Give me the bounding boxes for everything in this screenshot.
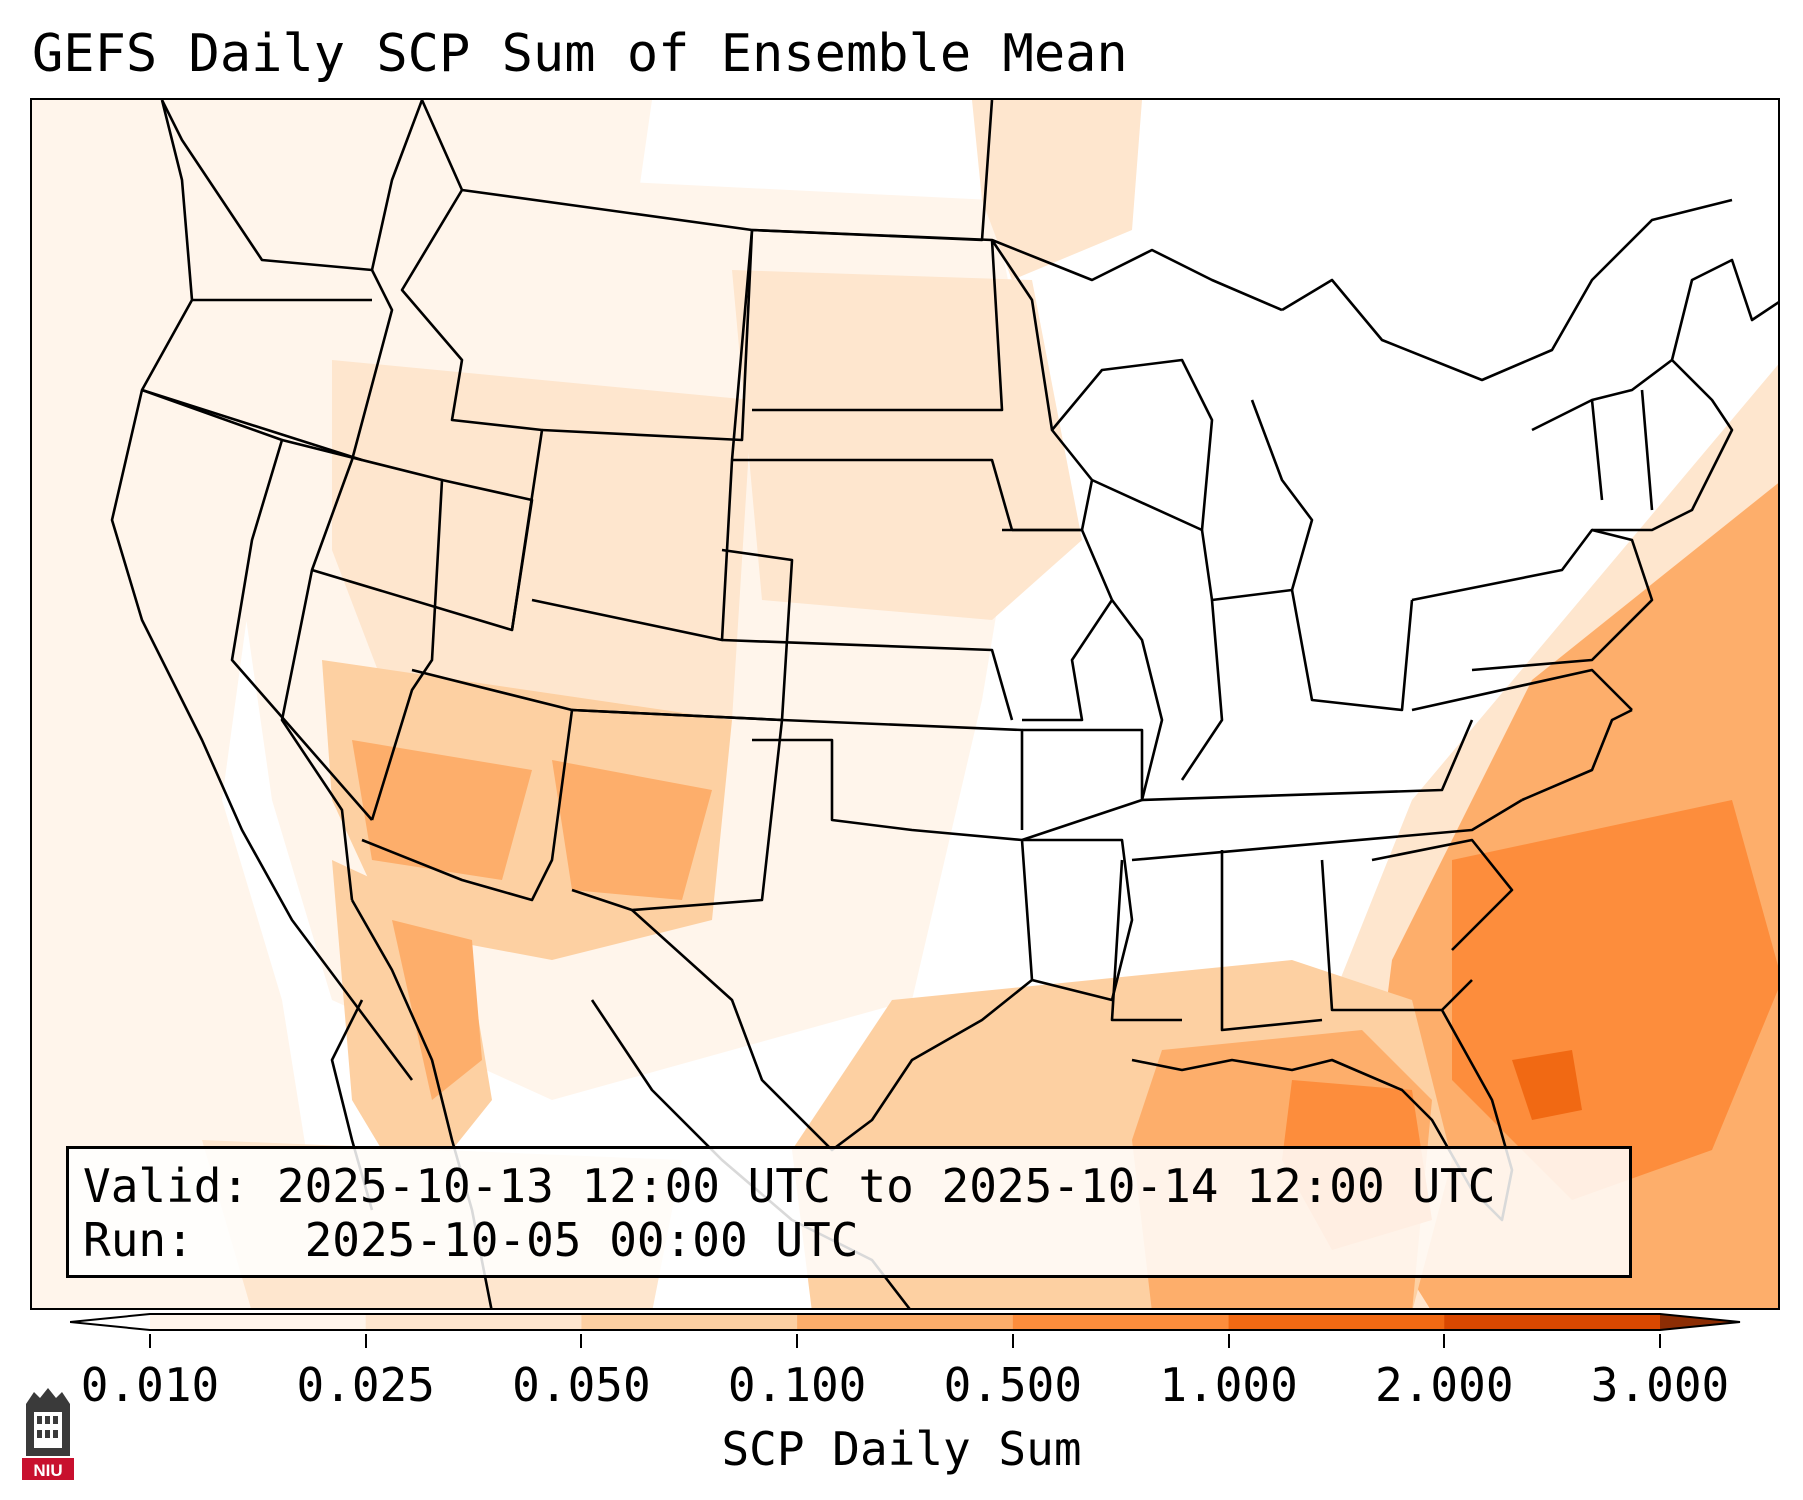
run-time: 2025-10-05 00:00 UTC [304, 1213, 859, 1267]
map-title: GEFS Daily SCP Sum of Ensemble Mean [32, 24, 1128, 84]
scp-shading [32, 100, 1778, 1308]
colorbar-segment [1228, 1314, 1445, 1330]
colorbar-tick-label: 1.000 [1159, 1358, 1298, 1412]
logo-text: NIU [33, 1461, 62, 1480]
colorbar-outline [70, 1313, 1741, 1331]
colorbar-tick-mark [1011, 1334, 1014, 1348]
colorbar-segment [1444, 1314, 1661, 1330]
colorbar-label: SCP Daily Sum [721, 1422, 1082, 1476]
colorbar-segment [365, 1314, 582, 1330]
colorbar-under-extension [70, 1314, 150, 1330]
colorbar-tick-mark [1227, 1334, 1230, 1348]
colorbar-tick-mark [796, 1334, 799, 1348]
university-tower-icon: NIU [22, 1388, 74, 1480]
colorbar-segment [581, 1314, 798, 1330]
colorbar-tick-label: 0.100 [727, 1358, 867, 1412]
colorbar-tick-mark [580, 1334, 583, 1348]
colorbar-tick-label: 0.050 [512, 1358, 651, 1412]
colorbar-tick-label: 2.000 [1375, 1358, 1514, 1412]
colorbar-tick-mark [1443, 1334, 1446, 1348]
colorbar-segment [1012, 1314, 1230, 1330]
valid-label: Valid: [83, 1159, 250, 1213]
colorbar-tick-mark [364, 1334, 367, 1348]
map-panel [30, 98, 1780, 1310]
colorbar-segment [797, 1314, 1014, 1330]
colorbar-over-extension [1660, 1314, 1740, 1330]
colorbar-tick-label: 0.500 [943, 1358, 1083, 1412]
colorbar-tick-label: 0.010 [80, 1358, 220, 1412]
colorbar-segment [150, 1314, 367, 1330]
scp-map [32, 100, 1778, 1308]
colorbar-tick-label: 3.000 [1590, 1358, 1730, 1412]
colorbar-tick-mark [149, 1334, 151, 1348]
colorbar-tick-label: 0.025 [296, 1358, 435, 1412]
run-label: Run: [83, 1213, 194, 1267]
colorbar-tick-mark [1659, 1334, 1661, 1348]
valid-run-info-box: Valid: 2025-10-13 12:00 UTC to 2025-10-1… [66, 1146, 1632, 1278]
valid-time-range: 2025-10-13 12:00 UTC to 2025-10-14 12:00… [276, 1159, 1496, 1213]
colorbar [70, 1313, 1741, 1331]
colorbar-segments [70, 1314, 1740, 1330]
